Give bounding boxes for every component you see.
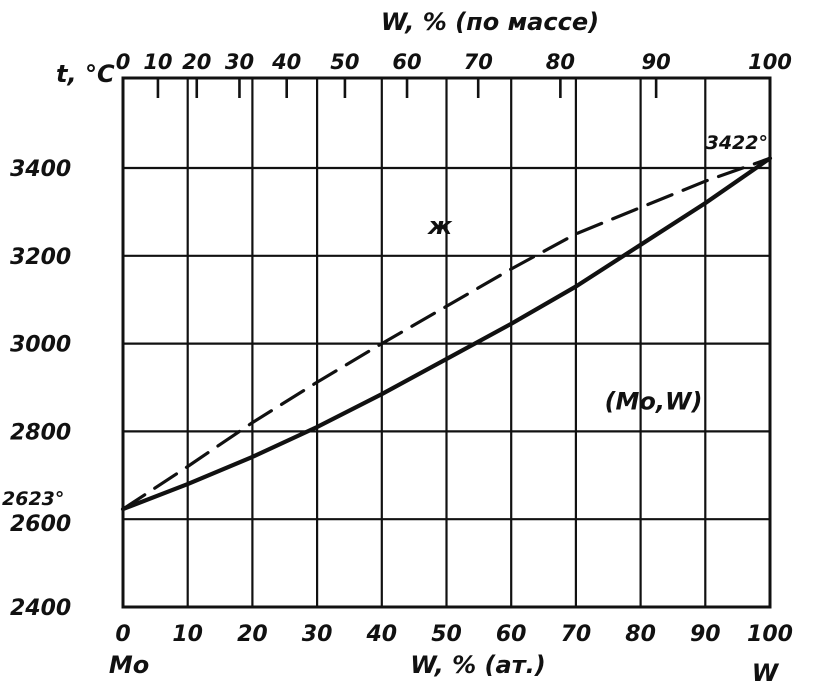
y-axis-tick-label: 2600 <box>10 512 71 537</box>
top-axis-tick-label: 90 <box>642 50 671 74</box>
y-axis-title: t, °C <box>56 60 115 88</box>
series-layer <box>120 156 773 512</box>
endpoint-label-mo: Mo <box>109 651 149 679</box>
grid-layer <box>123 78 770 607</box>
liquidus-curve <box>121 156 772 511</box>
top-axis-tick-label: 0 <box>116 50 131 74</box>
x-axis-tick-label: 70 <box>561 622 592 647</box>
top-axis-tick-label: 40 <box>271 50 301 74</box>
x-axis-tick-label: 30 <box>302 622 333 647</box>
top-axis-tick-label: 60 <box>392 50 421 74</box>
bottom-axis-title: W, % (ат.) <box>410 651 545 679</box>
y-axis-tick-label: 3000 <box>10 333 71 358</box>
x-axis-tick-label: 90 <box>690 622 721 647</box>
x-axis-tick-label: 80 <box>625 622 656 647</box>
top-axis-tick-label: 20 <box>182 50 211 74</box>
x-axis-tick-label: 50 <box>431 622 462 647</box>
x-axis-tick-label: 40 <box>365 622 397 647</box>
y-axis-tick-label: 2400 <box>10 596 71 621</box>
top-axis-title: W, % (по массе) <box>381 8 599 36</box>
y-axis-tick-label: 3400 <box>10 157 71 182</box>
melting-point-label-w: 3422° <box>706 132 768 154</box>
solid-solution-region-label: (Mo,W) <box>605 387 703 415</box>
melting-point-label-mo: 2623° <box>2 488 64 510</box>
liquid-region-label: ж <box>427 212 453 240</box>
top-axis-tick-label: 30 <box>225 50 254 74</box>
y-axis-tick-label: 2800 <box>10 420 71 445</box>
plot-frame <box>121 76 772 609</box>
x-axis-tick-label: 100 <box>747 622 793 647</box>
x-axis-tick-label: 10 <box>172 622 203 647</box>
x-axis-tick-label: 20 <box>237 622 268 647</box>
y-axis-tick-label: 3200 <box>10 245 71 270</box>
endpoint-label-w: W <box>752 659 780 687</box>
ticks-layer <box>121 78 772 98</box>
x-axis-tick-label: 60 <box>496 622 527 647</box>
top-axis-tick-label: 70 <box>464 50 493 74</box>
top-axis-tick-label: 50 <box>330 50 359 74</box>
top-axis-tick-label: 80 <box>546 50 575 74</box>
solidus-curve <box>120 156 773 512</box>
top-axis-tick-label: 100 <box>748 50 792 74</box>
top-axis-tick-label: 10 <box>143 50 172 74</box>
x-axis-tick-label: 0 <box>115 622 130 647</box>
